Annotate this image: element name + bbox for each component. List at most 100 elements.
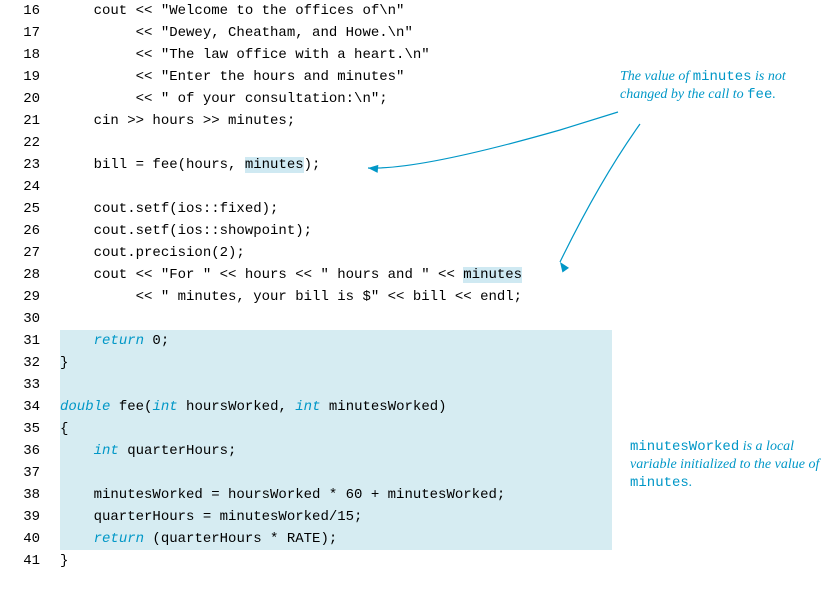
code-text: quarterHours = minutesWorked/15; [60,509,362,525]
code-line: 38 minutesWorked = hoursWorked * 60 + mi… [10,484,610,506]
line-number: 34 [10,396,40,418]
code-text: } [60,355,68,371]
line-number: 30 [10,308,40,330]
code-line: 33 [10,374,610,396]
code-content: quarterHours = minutesWorked/15; [60,506,612,528]
line-number: 39 [10,506,40,528]
code-content: } [60,553,68,569]
code-text: hoursWorked, [178,399,296,415]
code-line: 31 return 0; [10,330,610,352]
line-number: 41 [10,550,40,572]
code-content: minutesWorked = hoursWorked * 60 + minut… [60,484,612,506]
code-content: << " minutes, your bill is $" << bill <<… [60,289,522,305]
line-number: 20 [10,88,40,110]
code-content [60,374,612,396]
code-content: << "The law office with a heart.\n" [60,47,430,63]
line-number: 35 [10,418,40,440]
code-text: fee( [110,399,152,415]
code-text: << " minutes, your bill is $" << bill <<… [60,289,522,305]
keyword: double [60,399,110,415]
annotation-code-word: minutesWorked [630,439,739,455]
code-content: << "Enter the hours and minutes" [60,69,404,85]
code-line: 18 << "The law office with a heart.\n" [10,44,610,66]
code-content: cout.setf(ios::showpoint); [60,223,312,239]
code-line: 26 cout.setf(ios::showpoint); [10,220,610,242]
code-text: (quarterHours * RATE); [144,531,337,547]
line-number: 17 [10,22,40,44]
line-number: 18 [10,44,40,66]
code-text: minutesWorked) [321,399,447,415]
highlighted-word: minutes [245,157,304,173]
code-content [60,462,612,484]
line-number: 26 [10,220,40,242]
code-text [60,531,94,547]
code-content: cout << "Welcome to the offices of\n" [60,3,404,19]
code-content: cout.setf(ios::fixed); [60,201,278,217]
code-line: 35 { [10,418,610,440]
code-line: 24 [10,176,610,198]
code-text: cout.precision(2); [60,245,245,261]
keyword: int [295,399,320,415]
annotation-text: . [772,87,776,102]
line-number: 21 [10,110,40,132]
line-number: 28 [10,264,40,286]
annotation-code-word: minutes [630,475,689,491]
code-line: 22 [10,132,610,154]
code-text: { [60,421,68,437]
code-line: 25 cout.setf(ios::fixed); [10,198,610,220]
annotation-text: The value of [620,69,693,84]
line-number: 38 [10,484,40,506]
keyword: int [152,399,177,415]
code-line: 34double fee(int hoursWorked, int minute… [10,396,610,418]
line-number: 16 [10,0,40,22]
page: 16 cout << "Welcome to the offices of\n"… [0,0,835,590]
code-line: 23 bill = fee(hours, minutes); [10,154,610,176]
code-content: { [60,418,612,440]
line-number: 40 [10,528,40,550]
code-line: 32} [10,352,610,374]
code-content: } [60,352,612,374]
code-content: cout.precision(2); [60,245,245,261]
line-number: 25 [10,198,40,220]
code-text [60,333,94,349]
code-text: ); [304,157,321,173]
code-line: 30 [10,308,610,330]
code-content: bill = fee(hours, minutes); [60,157,320,173]
code-line: 27 cout.precision(2); [10,242,610,264]
line-number: 31 [10,330,40,352]
code-line: 29 << " minutes, your bill is $" << bill… [10,286,610,308]
line-number: 24 [10,176,40,198]
line-number: 22 [10,132,40,154]
code-text: cout.setf(ios::fixed); [60,201,278,217]
code-content: << "Dewey, Cheatham, and Howe.\n" [60,25,413,41]
code-content: cin >> hours >> minutes; [60,113,295,129]
keyword: int [94,443,119,459]
code-content: return (quarterHours * RATE); [60,528,612,550]
code-line: 16 cout << "Welcome to the offices of\n" [10,0,610,22]
code-text: quarterHours; [119,443,237,459]
highlighted-word: minutes [463,267,522,283]
line-number: 27 [10,242,40,264]
code-listing: 16 cout << "Welcome to the offices of\n"… [10,0,610,572]
code-text: << "The law office with a heart.\n" [60,47,430,63]
line-number: 29 [10,286,40,308]
code-text: << "Dewey, Cheatham, and Howe.\n" [60,25,413,41]
code-text [60,443,94,459]
code-line: 37 [10,462,610,484]
line-number: 32 [10,352,40,374]
line-number: 37 [10,462,40,484]
code-text: minutesWorked = hoursWorked * 60 + minut… [60,487,505,503]
annotation-code-word: minutes [693,69,752,85]
annotation-code-word: fee [747,87,772,103]
code-content: cout << "For " << hours << " hours and "… [60,267,522,283]
code-content: double fee(int hoursWorked, int minutesW… [60,396,612,418]
code-text: } [60,553,68,569]
annotation-text: . [689,475,693,490]
code-line: 39 quarterHours = minutesWorked/15; [10,506,610,528]
code-text: << " of your consultation:\n"; [60,91,388,107]
keyword: return [94,531,144,547]
code-line: 41} [10,550,610,572]
code-content: int quarterHours; [60,440,612,462]
code-line: 40 return (quarterHours * RATE); [10,528,610,550]
code-line: 17 << "Dewey, Cheatham, and Howe.\n" [10,22,610,44]
